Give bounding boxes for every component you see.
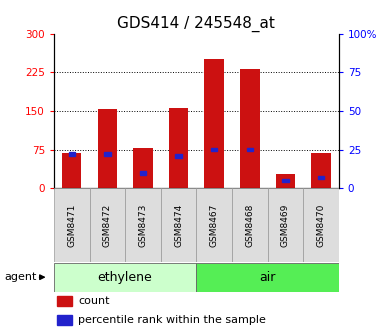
Bar — [97, 109, 117, 188]
Text: agent: agent — [4, 271, 37, 282]
FancyBboxPatch shape — [54, 188, 90, 262]
FancyBboxPatch shape — [161, 188, 196, 262]
Text: GSM8469: GSM8469 — [281, 203, 290, 247]
Text: air: air — [259, 271, 276, 284]
Bar — [175, 154, 182, 158]
Bar — [57, 315, 72, 325]
Bar — [204, 59, 224, 188]
FancyBboxPatch shape — [125, 188, 161, 262]
Text: GSM8474: GSM8474 — [174, 204, 183, 247]
Bar — [276, 174, 295, 188]
Text: GSM8472: GSM8472 — [103, 204, 112, 247]
FancyBboxPatch shape — [196, 188, 232, 262]
Text: GSM8473: GSM8473 — [139, 203, 147, 247]
Bar — [211, 148, 218, 151]
Bar — [246, 148, 253, 151]
FancyBboxPatch shape — [196, 263, 339, 292]
Text: GSM8471: GSM8471 — [67, 203, 76, 247]
Bar — [311, 153, 331, 188]
Bar — [62, 153, 82, 188]
Text: GSM8467: GSM8467 — [210, 203, 219, 247]
FancyBboxPatch shape — [268, 188, 303, 262]
Bar — [104, 152, 110, 156]
Text: ethylene: ethylene — [98, 271, 152, 284]
Text: count: count — [78, 296, 110, 306]
Text: GSM8468: GSM8468 — [245, 203, 254, 247]
Title: GDS414 / 245548_at: GDS414 / 245548_at — [117, 16, 275, 32]
FancyBboxPatch shape — [90, 188, 125, 262]
Text: GSM8470: GSM8470 — [316, 203, 325, 247]
Bar — [169, 108, 188, 188]
Bar — [57, 296, 72, 305]
FancyBboxPatch shape — [303, 188, 339, 262]
FancyBboxPatch shape — [232, 188, 268, 262]
Bar — [282, 179, 289, 182]
Text: percentile rank within the sample: percentile rank within the sample — [78, 315, 266, 325]
FancyBboxPatch shape — [54, 263, 196, 292]
Bar — [133, 148, 153, 188]
Bar — [69, 152, 75, 156]
Bar — [318, 175, 324, 179]
Bar — [240, 69, 259, 188]
Bar — [140, 171, 146, 174]
